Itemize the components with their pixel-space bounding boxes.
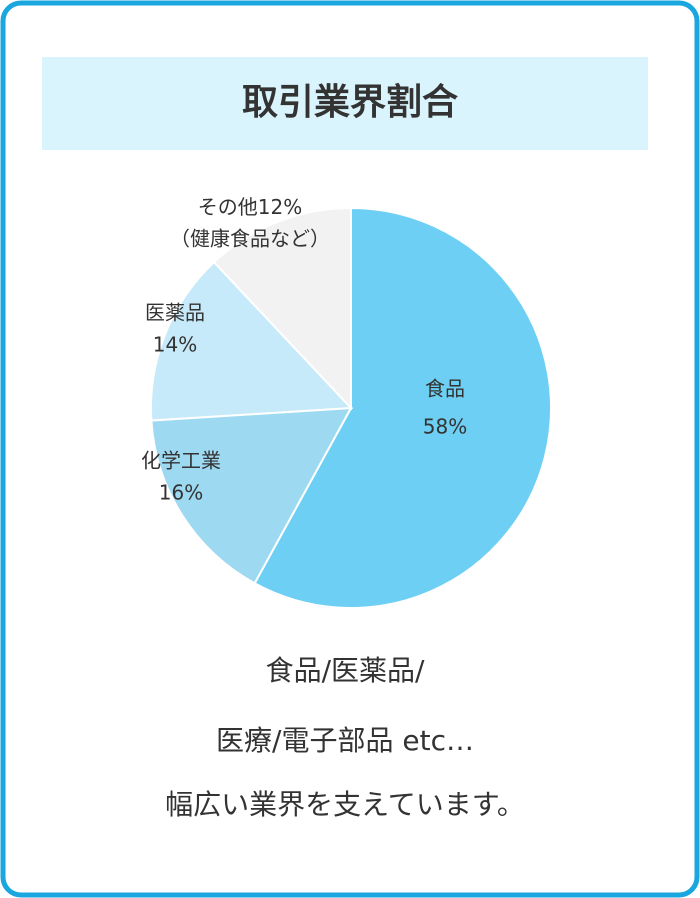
pie: [150, 206, 552, 609]
annotation: （健康食品など）: [170, 227, 330, 251]
pie-slice: [150, 406, 353, 585]
pie-slice: [253, 206, 552, 609]
slice-label: 医薬品: [145, 301, 205, 325]
slice-label-group: その他12%: [198, 195, 302, 219]
slice-label: 化学工業: [141, 449, 221, 473]
value-label: 12%: [258, 195, 302, 219]
title-band: [42, 57, 648, 150]
caption-line: 幅広い業界を支えています。: [165, 788, 525, 821]
pie-slice: [150, 260, 354, 422]
value-label: 16%: [159, 481, 203, 505]
slice-label: その他: [198, 195, 258, 219]
value-label: 58%: [423, 415, 467, 439]
slice-label: 食品: [425, 377, 465, 401]
caption-line: 医療/電子部品 etc…: [216, 724, 474, 757]
chart-title: 取引業界割合: [242, 82, 458, 123]
pie-slice: [212, 206, 352, 411]
value-label: 14%: [153, 333, 197, 357]
caption-line: 食品/医薬品/: [266, 654, 425, 687]
